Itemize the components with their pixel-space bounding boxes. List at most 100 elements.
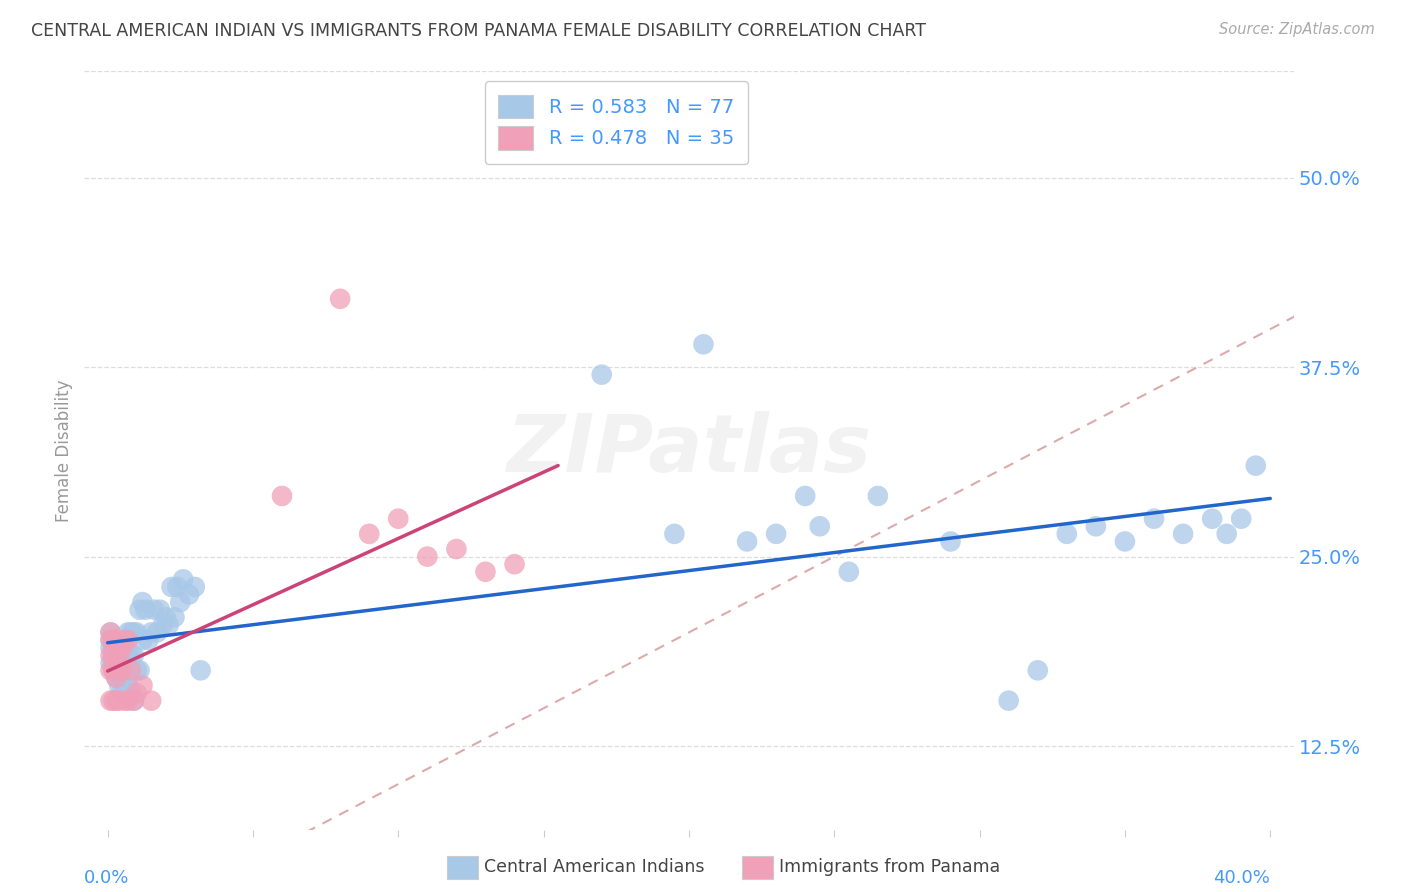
Point xyxy=(184,580,207,594)
Point xyxy=(416,549,439,564)
Point xyxy=(157,618,180,632)
Point xyxy=(108,648,131,662)
Point xyxy=(100,625,122,640)
Point xyxy=(1056,526,1078,541)
Point xyxy=(103,664,125,678)
Point xyxy=(105,640,128,655)
Point xyxy=(692,337,714,351)
Text: Central American Indians: Central American Indians xyxy=(484,858,704,876)
Point xyxy=(794,489,817,503)
Text: Source: ZipAtlas.com: Source: ZipAtlas.com xyxy=(1219,22,1375,37)
Point xyxy=(111,640,134,655)
Point xyxy=(838,565,860,579)
Point xyxy=(359,526,381,541)
Point xyxy=(103,664,125,678)
Point xyxy=(122,694,145,708)
Point xyxy=(100,694,122,708)
Point xyxy=(735,534,758,549)
Point xyxy=(122,694,145,708)
Point xyxy=(114,656,136,670)
Point xyxy=(1230,511,1253,525)
Point xyxy=(387,511,409,525)
Point xyxy=(108,694,131,708)
Point xyxy=(105,694,128,708)
Y-axis label: Female Disability: Female Disability xyxy=(55,379,73,522)
Point xyxy=(120,664,142,678)
Point xyxy=(114,678,136,692)
Point xyxy=(117,678,139,692)
Point xyxy=(1171,526,1194,541)
Point xyxy=(141,694,163,708)
Point xyxy=(100,625,122,640)
Point xyxy=(166,580,188,594)
Point xyxy=(103,633,125,648)
Point xyxy=(128,664,150,678)
Point xyxy=(111,671,134,685)
Point xyxy=(939,534,962,549)
Point xyxy=(105,671,128,685)
Point xyxy=(111,686,134,700)
Point xyxy=(100,633,122,648)
Point xyxy=(1215,526,1237,541)
Point xyxy=(125,686,148,700)
Point xyxy=(172,573,194,587)
Point xyxy=(114,640,136,655)
Point xyxy=(105,671,128,685)
Point xyxy=(131,678,153,692)
Text: ZIPatlas: ZIPatlas xyxy=(506,411,872,490)
Point xyxy=(149,603,172,617)
Point xyxy=(120,648,142,662)
Point xyxy=(111,664,134,678)
Point xyxy=(117,694,139,708)
Point xyxy=(177,588,200,602)
Point xyxy=(765,526,787,541)
Text: CENTRAL AMERICAN INDIAN VS IMMIGRANTS FROM PANAMA FEMALE DISABILITY CORRELATION : CENTRAL AMERICAN INDIAN VS IMMIGRANTS FR… xyxy=(31,22,927,40)
Point xyxy=(108,664,131,678)
Point xyxy=(122,648,145,662)
Point xyxy=(329,292,352,306)
Point xyxy=(120,625,142,640)
Point xyxy=(1143,511,1166,525)
Point xyxy=(100,648,122,662)
Point xyxy=(100,656,122,670)
Point xyxy=(131,595,153,609)
Point xyxy=(134,603,156,617)
Point xyxy=(103,648,125,662)
Point xyxy=(103,633,125,648)
Point xyxy=(100,633,122,648)
Point xyxy=(664,526,686,541)
Point xyxy=(103,694,125,708)
Point xyxy=(111,640,134,655)
Point xyxy=(155,610,177,624)
Point xyxy=(114,633,136,648)
Point xyxy=(1026,664,1049,678)
Text: 0.0%: 0.0% xyxy=(84,869,129,887)
Point xyxy=(105,656,128,670)
Point xyxy=(271,489,294,503)
Point xyxy=(1084,519,1107,533)
Point xyxy=(146,625,169,640)
Point xyxy=(1244,458,1267,473)
Point xyxy=(105,633,128,648)
Point xyxy=(160,580,183,594)
Point xyxy=(117,625,139,640)
Point xyxy=(100,664,122,678)
Point xyxy=(131,633,153,648)
Point xyxy=(108,664,131,678)
Point xyxy=(503,557,526,572)
Point xyxy=(591,368,613,382)
Point xyxy=(141,625,163,640)
Point xyxy=(114,694,136,708)
Text: Immigrants from Panama: Immigrants from Panama xyxy=(779,858,1000,876)
Point xyxy=(1201,511,1223,525)
Point xyxy=(108,640,131,655)
Point xyxy=(108,648,131,662)
Point xyxy=(808,519,831,533)
Point xyxy=(105,640,128,655)
Point xyxy=(117,648,139,662)
Point xyxy=(143,603,166,617)
Legend: R = 0.583   N = 77, R = 0.478   N = 35: R = 0.583 N = 77, R = 0.478 N = 35 xyxy=(485,81,748,163)
Point xyxy=(866,489,889,503)
Point xyxy=(122,625,145,640)
Point xyxy=(169,595,191,609)
